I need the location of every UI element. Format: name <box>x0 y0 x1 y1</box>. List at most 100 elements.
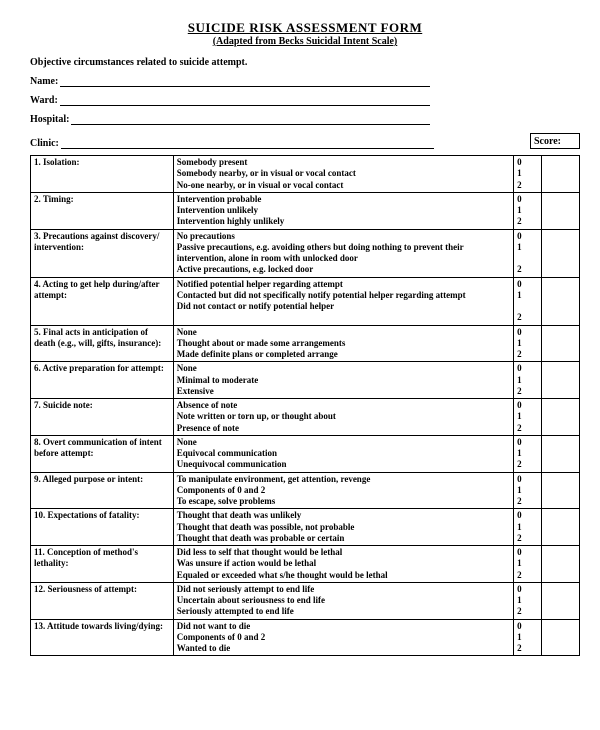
category-cell: 11. Conception of method's lethality: <box>31 546 174 583</box>
clinic-input-line[interactable] <box>61 139 434 149</box>
score-cell: 012 <box>514 472 541 509</box>
option-text: Absence of note <box>177 400 510 411</box>
options-cell: Did less to self that thought would be l… <box>173 546 513 583</box>
score-value: 1 <box>517 632 537 643</box>
hospital-input-line[interactable] <box>71 115 430 125</box>
score-entry-cell[interactable] <box>541 229 579 277</box>
score-value: 1 <box>517 338 537 349</box>
option-text: Was unsure if action would be lethal <box>177 558 510 569</box>
score-value: 2 <box>517 180 537 191</box>
score-value: 0 <box>517 231 537 242</box>
score-value: 2 <box>517 216 537 227</box>
score-cell: 012 <box>514 435 541 472</box>
table-row: 12. Seriousness of attempt:Did not serio… <box>31 582 580 619</box>
score-entry-cell[interactable] <box>541 325 579 362</box>
score-entry-cell[interactable] <box>541 582 579 619</box>
score-value: 0 <box>517 584 537 595</box>
name-input-line[interactable] <box>60 77 430 87</box>
table-row: 13. Attitude towards living/dying:Did no… <box>31 619 580 656</box>
option-text: Seriously attempted to end life <box>177 606 510 617</box>
score-value: 1 <box>517 242 537 253</box>
score-value: 1 <box>517 411 537 422</box>
score-entry-cell[interactable] <box>541 362 579 399</box>
option-text: Did not want to die <box>177 621 510 632</box>
options-cell: Notified potential helper regarding atte… <box>173 277 513 325</box>
category-cell: 13. Attitude towards living/dying: <box>31 619 174 656</box>
score-cell: 012 <box>514 156 541 193</box>
score-box[interactable]: Score: <box>530 133 580 149</box>
option-text: Made definite plans or completed arrange <box>177 349 510 360</box>
score-cell: 012 <box>514 619 541 656</box>
score-entry-cell[interactable] <box>541 192 579 229</box>
options-cell: Did not want to dieComponents of 0 and 2… <box>173 619 513 656</box>
score-value: 1 <box>517 522 537 533</box>
option-text: Passive precautions, e.g. avoiding other… <box>177 242 510 265</box>
hospital-field: Hospital: <box>30 114 580 125</box>
score-value: 2 <box>517 606 537 617</box>
option-text: No-one nearby, or in visual or vocal con… <box>177 180 510 191</box>
score-label: Score: <box>534 136 561 147</box>
options-cell: No precautionsPassive precautions, e.g. … <box>173 229 513 277</box>
score-entry-cell[interactable] <box>541 472 579 509</box>
ward-input-line[interactable] <box>60 96 430 106</box>
table-row: 1. Isolation:Somebody presentSomebody ne… <box>31 156 580 193</box>
name-label: Name: <box>30 76 58 87</box>
options-cell: Thought that death was unlikelyThought t… <box>173 509 513 546</box>
option-text: To manipulate environment, get attention… <box>177 474 510 485</box>
option-text: None <box>177 363 510 374</box>
options-cell: To manipulate environment, get attention… <box>173 472 513 509</box>
option-text: Equaled or exceeded what s/he thought wo… <box>177 570 510 581</box>
score-entry-cell[interactable] <box>541 546 579 583</box>
form-page: SUICIDE RISK ASSESSMENT FORM (Adapted fr… <box>0 0 600 666</box>
option-text: Contacted but did not specifically notif… <box>177 290 510 301</box>
score-entry-cell[interactable] <box>541 435 579 472</box>
score-cell: 012 <box>514 582 541 619</box>
option-text: None <box>177 437 510 448</box>
table-row: 4. Acting to get help during/after attem… <box>31 277 580 325</box>
form-subtitle: (Adapted from Becks Suicidal Intent Scal… <box>30 36 580 47</box>
score-cell: 01 2 <box>514 277 541 325</box>
option-text: Unequivocal communication <box>177 459 510 470</box>
score-value: 0 <box>517 510 537 521</box>
score-value: 2 <box>517 386 537 397</box>
score-value <box>517 301 537 312</box>
option-text: Did not seriously attempt to end life <box>177 584 510 595</box>
category-cell: 2. Timing: <box>31 192 174 229</box>
category-cell: 12. Seriousness of attempt: <box>31 582 174 619</box>
score-value: 1 <box>517 558 537 569</box>
score-entry-cell[interactable] <box>541 156 579 193</box>
score-value: 1 <box>517 290 537 301</box>
table-row: 3. Precautions against discovery/ interv… <box>31 229 580 277</box>
table-row: 2. Timing:Intervention probableIntervent… <box>31 192 580 229</box>
score-entry-cell[interactable] <box>541 277 579 325</box>
score-entry-cell[interactable] <box>541 619 579 656</box>
category-cell: 4. Acting to get help during/after attem… <box>31 277 174 325</box>
category-cell: 10. Expectations of fatality: <box>31 509 174 546</box>
score-value: 1 <box>517 448 537 459</box>
score-value: 2 <box>517 264 537 275</box>
clinic-label: Clinic: <box>30 138 59 149</box>
score-cell: 012 <box>514 399 541 436</box>
option-text: Notified potential helper regarding atte… <box>177 279 510 290</box>
score-value: 0 <box>517 363 537 374</box>
table-row: 6. Active preparation for attempt:NoneMi… <box>31 362 580 399</box>
score-entry-cell[interactable] <box>541 399 579 436</box>
score-cell: 012 <box>514 509 541 546</box>
options-cell: Did not seriously attempt to end lifeUnc… <box>173 582 513 619</box>
score-value: 2 <box>517 643 537 654</box>
category-cell: 1. Isolation: <box>31 156 174 193</box>
option-text: Did less to self that thought would be l… <box>177 547 510 558</box>
option-text: Active precautions, e.g. locked door <box>177 264 510 275</box>
options-cell: Absence of noteNote written or torn up, … <box>173 399 513 436</box>
table-row: 7. Suicide note:Absence of noteNote writ… <box>31 399 580 436</box>
score-value: 0 <box>517 194 537 205</box>
option-text: Thought that death was possible, not pro… <box>177 522 510 533</box>
score-value: 0 <box>517 547 537 558</box>
option-text: Equivocal communication <box>177 448 510 459</box>
category-cell: 3. Precautions against discovery/ interv… <box>31 229 174 277</box>
score-entry-cell[interactable] <box>541 509 579 546</box>
score-value: 2 <box>517 423 537 434</box>
score-cell: 012 <box>514 192 541 229</box>
option-text: To escape, solve problems <box>177 496 510 507</box>
title-block: SUICIDE RISK ASSESSMENT FORM (Adapted fr… <box>30 20 580 47</box>
